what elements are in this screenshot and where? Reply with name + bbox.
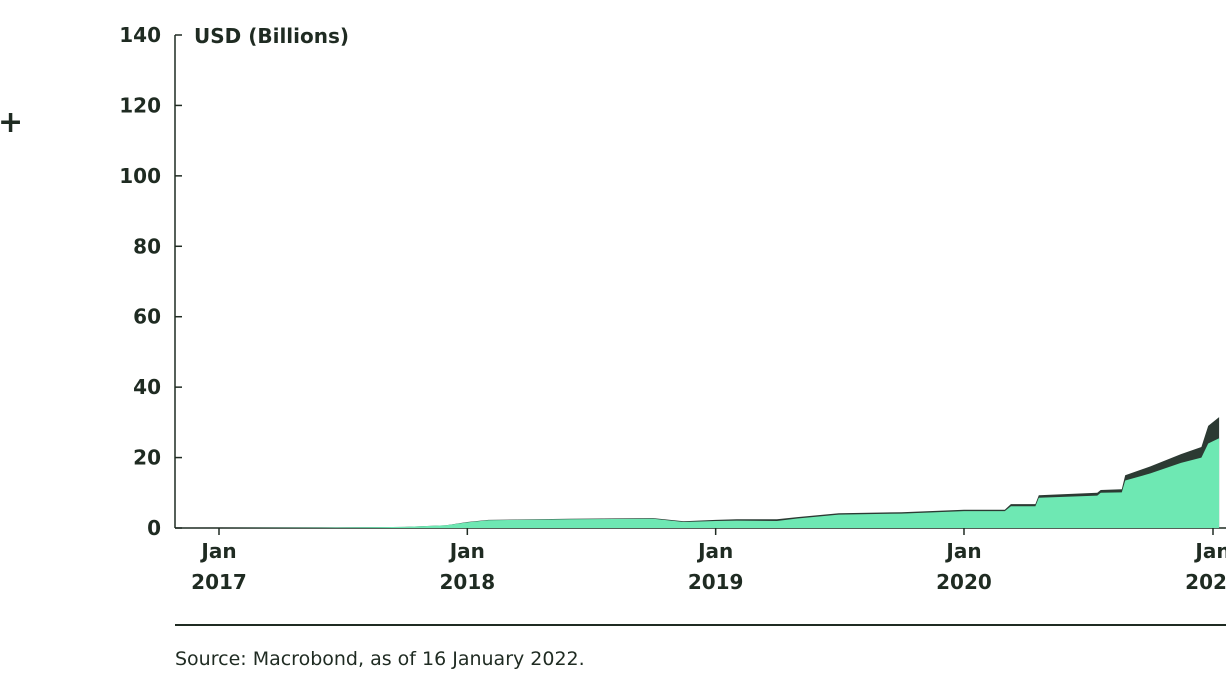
source-divider [175,624,1226,626]
source-note: Source: Macrobond, as of 16 January 2022… [175,648,585,670]
y-tick-label: 20 [133,446,161,470]
x-tick-label-year: 2018 [439,570,495,594]
y-axis-title: USD (Billions) [194,24,349,48]
y-tick-label: 60 [133,305,161,329]
ticks-layer: 0 20 40 60 80 100 120 140 Jan 2017 Jan 2018 Jan 2019 J… [119,23,1226,594]
y-tick-label: 140 [119,23,161,47]
area-lower-series [219,438,1220,528]
axes-layer [174,35,1226,529]
plus-icon: + [0,105,24,140]
areas-layer [219,417,1220,528]
y-tick-label: 100 [119,164,161,188]
y-tick-label: 40 [133,375,161,399]
area-chart: USD (Billions) 0 20 40 60 80 100 120 140 Jan 2017… [119,23,1226,594]
x-tick-label-year: 2017 [191,570,247,594]
x-tick-label-month: Jan [944,539,981,563]
x-tick-label-year: 2019 [688,570,744,594]
x-tick-label-year: 2020 [936,570,992,594]
y-tick-label: 0 [147,516,161,540]
x-tick-label-month: Jan [199,539,236,563]
x-tick-label-month: Jan [448,539,485,563]
x-tick-label-year: 2021 [1185,570,1226,594]
x-tick-label-month: Jan [1193,539,1226,563]
y-tick-label: 120 [119,93,161,117]
x-tick-label-month: Jan [696,539,733,563]
y-tick-label: 80 [133,234,161,258]
